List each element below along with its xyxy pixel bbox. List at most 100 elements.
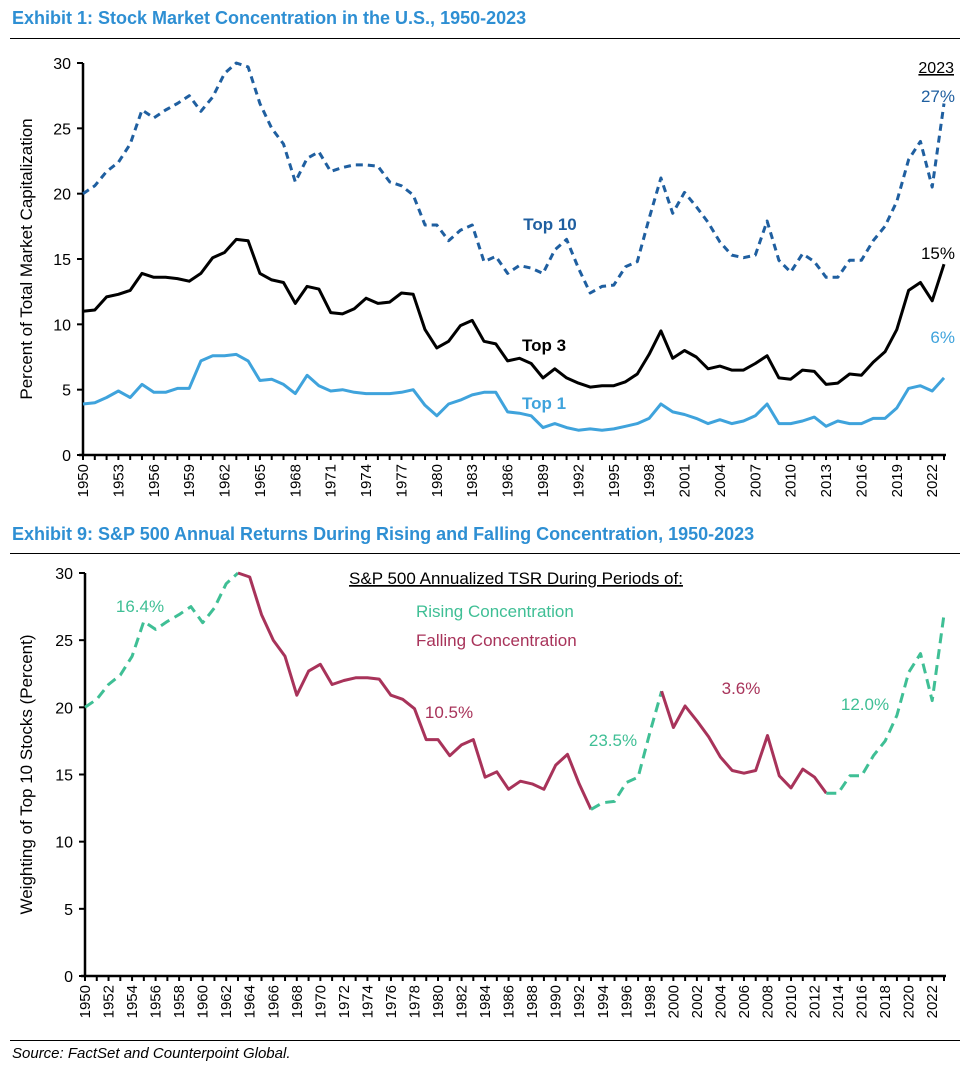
x-tick-label: 1986 bbox=[500, 464, 517, 497]
y-tick-label: 10 bbox=[53, 317, 71, 334]
x-tick-label: 1998 bbox=[641, 464, 658, 497]
x-tick-label: 1992 bbox=[570, 464, 587, 497]
x-tick-label: 1970 bbox=[312, 985, 329, 1018]
top10-series-label: Top 10 bbox=[523, 215, 577, 234]
x-tick-label: 1977 bbox=[393, 464, 410, 497]
x-tick-label: 2006 bbox=[736, 985, 753, 1018]
top3-line bbox=[82, 237, 946, 389]
x-tick-label: 1982 bbox=[454, 985, 471, 1018]
falling-concentration-segment bbox=[237, 571, 593, 811]
year-2023-header: 2023 bbox=[918, 60, 954, 77]
x-tick-label: 1958 bbox=[171, 985, 188, 1018]
x-tick-label: 1990 bbox=[548, 985, 565, 1018]
legend-title: S&P 500 Annualized TSR During Periods of… bbox=[349, 569, 683, 588]
x-tick-label: 1996 bbox=[618, 985, 635, 1018]
x-tick-label: 2019 bbox=[889, 464, 906, 497]
x-tick-label: 1986 bbox=[501, 985, 518, 1018]
y-tick-label: 0 bbox=[64, 969, 73, 986]
end-value-label: 15% bbox=[921, 244, 955, 263]
rising-concentration-segment bbox=[826, 614, 946, 795]
y-tick-label: 5 bbox=[64, 902, 73, 919]
x-tick-label: 1950 bbox=[75, 464, 92, 497]
x-tick-label: 1994 bbox=[595, 985, 612, 1018]
x-tick-label: 1989 bbox=[535, 464, 552, 497]
top3-series-label: Top 3 bbox=[522, 336, 566, 355]
x-tick-label: 1960 bbox=[195, 985, 212, 1018]
x-tick-label: 1976 bbox=[383, 985, 400, 1018]
x-tick-label: 2010 bbox=[783, 985, 800, 1018]
x-tick-label: 1954 bbox=[124, 985, 141, 1018]
x-tick-label: 2020 bbox=[901, 985, 918, 1018]
x-tick-label: 1968 bbox=[287, 464, 304, 497]
x-tick-label: 1953 bbox=[110, 464, 127, 497]
end-value-label: 27% bbox=[921, 87, 955, 106]
x-tick-label: 1972 bbox=[336, 985, 353, 1018]
x-tick-label: 1965 bbox=[252, 464, 269, 497]
x-tick-label: 2013 bbox=[818, 464, 835, 497]
x-tick-label: 1956 bbox=[148, 985, 165, 1018]
y-tick-label: 30 bbox=[55, 566, 73, 583]
x-tick-label: 1959 bbox=[181, 464, 198, 497]
y-tick-label: 10 bbox=[55, 835, 73, 852]
y-tick-label: 20 bbox=[53, 187, 71, 204]
x-tick-label: 1964 bbox=[242, 985, 259, 1018]
y-tick-label: 5 bbox=[62, 383, 71, 400]
exhibit9-title-rule bbox=[10, 553, 960, 554]
exhibit1-title: Exhibit 1: Stock Market Concentration in… bbox=[12, 8, 527, 28]
x-tick-label: 1998 bbox=[642, 985, 659, 1018]
x-tick-label: 2014 bbox=[830, 985, 847, 1018]
x-tick-label: 2012 bbox=[807, 985, 824, 1018]
x-tick-label: 2010 bbox=[783, 464, 800, 497]
x-tick-label: 2002 bbox=[689, 985, 706, 1018]
period-tsr-label: 12.0% bbox=[841, 695, 889, 714]
x-tick-label: 1978 bbox=[406, 985, 423, 1018]
x-tick-label: 2008 bbox=[759, 985, 776, 1018]
x-tick-label: 2004 bbox=[712, 464, 729, 497]
top10-line bbox=[82, 61, 946, 295]
x-tick-label: 1956 bbox=[146, 464, 163, 497]
x-tick-label: 1968 bbox=[289, 985, 306, 1018]
x-tick-label: 1974 bbox=[359, 985, 376, 1018]
rising-concentration-segment bbox=[84, 571, 240, 709]
period-tsr-label: 16.4% bbox=[116, 597, 164, 616]
exhibit1-title-rule bbox=[10, 38, 960, 39]
source-rule bbox=[10, 1040, 960, 1041]
x-tick-label: 2022 bbox=[924, 464, 941, 497]
x-tick-label: 2004 bbox=[712, 985, 729, 1018]
x-tick-label: 2007 bbox=[747, 464, 764, 497]
x-tick-label: 1962 bbox=[218, 985, 235, 1018]
period-tsr-label: 23.5% bbox=[589, 731, 637, 750]
y-tick-label: 20 bbox=[55, 700, 73, 717]
y-axis-title: Percent of Total Market Capitalization bbox=[17, 118, 36, 399]
y-axis-title: Weighting of Top 10 Stocks (Percent) bbox=[17, 634, 36, 914]
x-tick-label: 2016 bbox=[854, 985, 871, 1018]
x-tick-label: 1988 bbox=[524, 985, 541, 1018]
x-tick-label: 2018 bbox=[877, 985, 894, 1018]
legend-falling-concentration: Falling Concentration bbox=[416, 631, 577, 650]
x-tick-label: 2000 bbox=[665, 985, 682, 1018]
falling-concentration-segment bbox=[660, 690, 828, 795]
legend-rising-concentration: Rising Concentration bbox=[416, 602, 574, 621]
period-tsr-label: 3.6% bbox=[722, 679, 761, 698]
x-tick-label: 1974 bbox=[358, 464, 375, 497]
top1-line bbox=[82, 352, 946, 432]
x-tick-label: 1983 bbox=[464, 464, 481, 497]
x-tick-label: 1966 bbox=[265, 985, 282, 1018]
x-tick-label: 2016 bbox=[853, 464, 870, 497]
exhibit1-chart: 0 5 10 15 20 25 30 1950 1953 1956 1959 1962 1965 1968… bbox=[17, 56, 955, 497]
x-tick-label: 1995 bbox=[606, 464, 623, 497]
x-tick-label: 1984 bbox=[477, 985, 494, 1018]
y-tick-label: 25 bbox=[53, 121, 71, 138]
rising-concentration-segment bbox=[590, 690, 664, 811]
x-tick-label: 1962 bbox=[217, 464, 234, 497]
x-tick-label: 1980 bbox=[429, 464, 446, 497]
y-tick-label: 25 bbox=[55, 633, 73, 650]
x-tick-label: 2022 bbox=[924, 985, 941, 1018]
x-tick-label: 1952 bbox=[101, 985, 118, 1018]
source-note: Source: FactSet and Counterpoint Global. bbox=[12, 1045, 291, 1062]
x-tick-label: 1992 bbox=[571, 985, 588, 1018]
x-tick-label: 1971 bbox=[323, 464, 340, 497]
end-value-label: 6% bbox=[930, 328, 955, 347]
y-tick-label: 15 bbox=[55, 768, 73, 785]
